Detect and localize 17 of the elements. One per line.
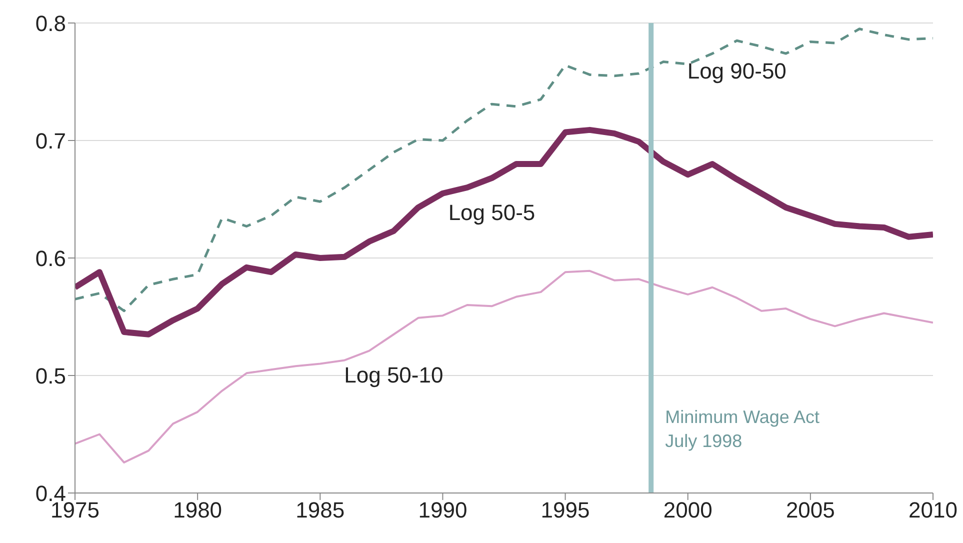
y-tick-label: 0.8 xyxy=(35,10,66,36)
series-label: Log 50-10 xyxy=(344,362,444,388)
x-tick-label: 1985 xyxy=(296,498,345,523)
ref-line-label: Minimum Wage Act July 1998 xyxy=(665,407,820,451)
series-label: Log 90-50 xyxy=(687,58,786,84)
x-tick-label: 1990 xyxy=(418,498,468,523)
line-series xyxy=(75,270,933,464)
line-series xyxy=(75,28,933,312)
series-label: Log 50-5 xyxy=(448,200,536,226)
y-tick-label: 0.6 xyxy=(35,246,66,271)
y-tick-label: 0.5 xyxy=(35,363,66,388)
x-tick-label: 1995 xyxy=(540,498,590,523)
y-tick-label: 0.7 xyxy=(35,128,66,154)
x-tick-label: 2000 xyxy=(663,498,712,523)
x-tick-label: 2005 xyxy=(786,498,835,523)
x-tick-label: 1980 xyxy=(173,498,222,523)
x-tick-label: 2010 xyxy=(908,498,958,523)
